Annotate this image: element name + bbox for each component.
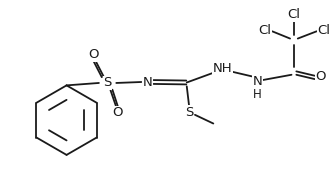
Text: N: N: [253, 74, 262, 88]
Text: S: S: [185, 106, 193, 119]
Text: N: N: [142, 75, 152, 89]
Text: O: O: [112, 106, 122, 119]
Text: Cl: Cl: [317, 24, 330, 37]
Text: H: H: [253, 88, 262, 101]
Text: O: O: [315, 70, 326, 83]
Text: Cl: Cl: [287, 8, 301, 21]
Text: Cl: Cl: [259, 24, 271, 37]
Text: NH: NH: [213, 62, 233, 75]
Text: S: S: [103, 76, 112, 89]
Text: O: O: [88, 48, 98, 61]
